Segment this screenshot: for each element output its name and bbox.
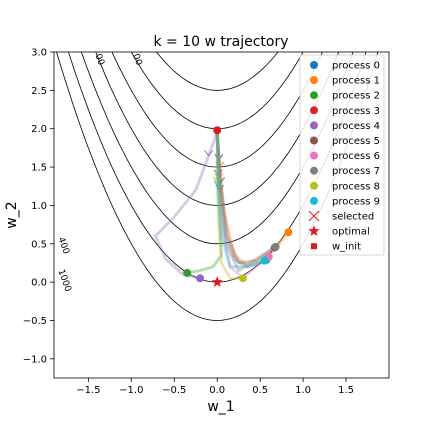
x-tick-label-0: −1.5 (76, 385, 100, 396)
contour-line-4 (111, 52, 323, 168)
legend-label-4: process 4 (332, 121, 380, 132)
x-tick-label-1: −1.0 (119, 385, 143, 396)
y-tick-label-0: −1.0 (23, 354, 47, 365)
trajectory-arrow-8 (212, 177, 222, 184)
legend-label-5: process 5 (332, 136, 380, 147)
final-point-2 (183, 268, 192, 277)
legend-marker-optimal (308, 225, 320, 236)
legend-label-w-init: w_init (332, 242, 361, 253)
trajectory-arrow-9 (213, 180, 223, 188)
y-tick-label-3: 0.5 (31, 239, 47, 250)
x-tick-label-6: 1.5 (338, 385, 354, 396)
legend-label-1: process 1 (332, 76, 380, 87)
y-tick-label-6: 2.0 (31, 124, 47, 135)
x-axis-label: w_1 (207, 399, 234, 415)
legend-marker-4 (310, 121, 318, 130)
x-tick-label-2: −0.5 (162, 385, 186, 396)
legend-label-3: process 3 (332, 106, 380, 117)
legend-marker-0 (310, 61, 318, 69)
legend-label-0: process 0 (332, 61, 380, 72)
trajectory-arrow-7 (215, 184, 225, 192)
legend-label-2: process 2 (332, 91, 380, 102)
legend-label-6: process 6 (332, 151, 380, 162)
trajectory-arrow-6 (214, 173, 224, 180)
x-tick-label-3: 0.0 (209, 385, 225, 396)
contour-label-2: 00 (92, 53, 105, 67)
contour-line-6 (155, 52, 279, 91)
w-init-marker (214, 127, 221, 134)
y-tick-label-4: 1.0 (31, 201, 47, 212)
y-tick-label-8: 3.0 (31, 48, 47, 59)
legend-marker-8 (310, 181, 318, 190)
y-tick-label-2: 0.0 (31, 278, 47, 289)
final-markers (183, 126, 293, 287)
trajectory-arrow-1 (215, 161, 225, 169)
legend-marker-w-init (311, 243, 317, 250)
legend-marker-3 (310, 106, 318, 115)
chart-title: k = 10 w trajectory (153, 34, 288, 50)
x-tick-label-5: 1.0 (295, 385, 311, 396)
plot-frame (53, 51, 390, 379)
final-point-8 (238, 274, 247, 283)
legend-label-7: process 7 (332, 166, 380, 177)
y-axis-ticks: −1.0 −0.5 0.0 0.5 1.0 1.5 2.0 2.5 3.0 (23, 48, 54, 365)
trajectory-4 (153, 131, 219, 280)
trajectory-9 (215, 132, 265, 269)
legend-marker-9 (310, 196, 318, 205)
legend-label-9: process 9 (332, 196, 380, 207)
legend-label-8: process 8 (332, 181, 380, 192)
final-point-7 (271, 242, 280, 251)
legend-marker-selected (308, 210, 320, 222)
trajectory-arrow-4 (204, 150, 214, 157)
legend-label-selected: selected (332, 212, 374, 223)
trajectory-8 (215, 132, 243, 280)
final-point-4 (196, 274, 205, 283)
legend-marker-7 (310, 166, 318, 175)
legend-label-optimal: optimal (332, 227, 370, 238)
y-tick-label-5: 1.5 (31, 163, 47, 174)
contour-line-5 (130, 52, 304, 130)
optimal-star (211, 276, 223, 287)
trajectory-arrow-2 (213, 169, 223, 176)
trajectories (153, 131, 290, 280)
x-axis-ticks: −1.5 −1.0 −0.5 0.0 0.5 1.0 1.5 (76, 378, 354, 396)
trajectory-5 (215, 132, 276, 265)
y-tick-label-1: −0.5 (23, 316, 47, 327)
legend-marker-6 (310, 151, 318, 160)
final-point-9 (260, 256, 269, 265)
legend: process 0 process 1 process 2 process 3 proc… (299, 54, 385, 256)
legend-marker-5 (310, 136, 318, 145)
y-axis-label: w_2 (4, 201, 20, 228)
trajectory-arrow-0 (214, 154, 224, 161)
final-point-1 (284, 228, 293, 237)
legend-marker-2 (310, 91, 318, 100)
legend-box (299, 54, 385, 256)
x-tick-label-4: 0.5 (252, 385, 268, 396)
trajectory-1 (215, 132, 290, 267)
contour-label-3: 00 (130, 53, 143, 67)
legend-marker-1 (310, 76, 318, 85)
y-tick-label-7: 2.5 (31, 86, 47, 97)
